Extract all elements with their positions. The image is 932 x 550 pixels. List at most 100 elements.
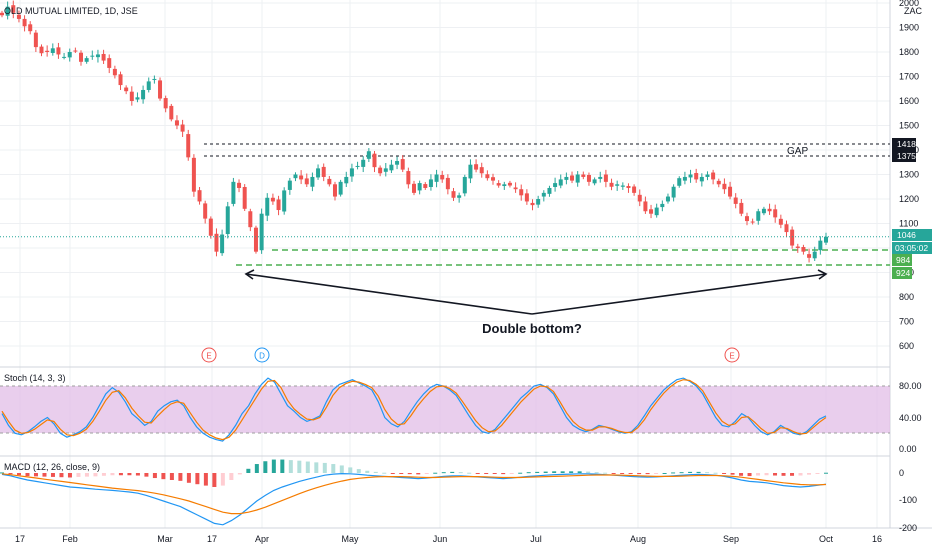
macd-histogram-bar <box>764 473 769 476</box>
price-tag-last <box>892 229 932 241</box>
macd-histogram-bar <box>807 473 812 475</box>
candle <box>28 21 33 35</box>
stoch-tick-label: 80.00 <box>899 381 922 391</box>
macd-histogram-bar <box>671 472 676 474</box>
candle <box>287 177 292 195</box>
macd-histogram-bar <box>322 462 327 473</box>
candle <box>79 50 84 66</box>
macd-histogram-bar <box>93 473 98 477</box>
macd-histogram-bar <box>662 473 667 474</box>
time-tick-label: Mar <box>157 534 173 544</box>
macd-histogram-bar <box>739 473 744 476</box>
candle <box>276 195 281 216</box>
candle <box>304 173 309 187</box>
time-axis[interactable]: 17 Feb Mar 17 Apr May Jun Jul Aug Sep Oct 16 <box>15 534 882 544</box>
candle <box>592 177 597 186</box>
event-markers: E D E <box>201 347 740 363</box>
price-tag-1418-text: 1418 <box>897 139 916 149</box>
candle <box>5 1 10 20</box>
candle <box>784 220 789 238</box>
candle <box>750 218 755 225</box>
macd-histogram-bar <box>314 462 319 473</box>
time-tick-label: 17 <box>15 534 25 544</box>
gap-label: GAP <box>787 146 808 157</box>
price-axis[interactable]: 6007008009001000110012001300140015001600… <box>899 0 922 533</box>
candle <box>440 170 445 183</box>
candle <box>468 159 473 184</box>
earnings-marker[interactable] <box>724 347 740 363</box>
candle <box>225 201 230 239</box>
candle <box>445 174 450 195</box>
macd-histogram-bar <box>339 465 344 473</box>
macd-histogram-bar <box>603 472 608 474</box>
price-tag-924 <box>892 267 912 279</box>
candle <box>824 232 828 246</box>
candle <box>265 193 270 222</box>
macd-histogram-bar <box>577 471 582 473</box>
stoch-series <box>1 379 827 441</box>
price-tick-label: 1700 <box>899 72 919 82</box>
macd-histogram-bar <box>110 473 115 476</box>
macd-histogram-bar <box>212 473 217 487</box>
candle <box>570 171 575 184</box>
macd-histogram-bar <box>756 473 761 476</box>
macd-histogram-bar <box>161 473 166 480</box>
candle <box>16 10 21 23</box>
candle <box>107 54 112 74</box>
candle <box>45 45 50 57</box>
price-tag-1375-text: 1375 <box>897 151 916 161</box>
macd-histogram-bar <box>790 473 795 476</box>
macd-histogram-bar <box>254 464 259 473</box>
candle <box>310 172 315 192</box>
candle <box>383 162 388 177</box>
price-tags: 1418 1375 1046 03:05:02 984 924 <box>892 138 932 279</box>
time-tick-label: 16 <box>872 534 882 544</box>
macd-histogram-bar <box>467 472 472 474</box>
dividend-marker[interactable] <box>254 347 270 363</box>
chart-title: OLD MUTUAL LIMITED, 1D, JSE <box>4 6 138 16</box>
macd-histogram-bar <box>152 473 157 479</box>
candle <box>395 156 400 170</box>
macd-histogram-bar <box>688 471 693 473</box>
candle <box>524 189 529 205</box>
macd-histogram-bar <box>654 473 659 474</box>
macd-histogram-bar <box>705 472 710 474</box>
candle <box>694 168 699 183</box>
macd-histogram-bar <box>781 473 786 476</box>
candle <box>711 169 716 185</box>
price-tick-label: 1300 <box>899 170 919 180</box>
candle <box>259 208 264 254</box>
macd-histogram-bar <box>569 471 574 473</box>
price-tick-label: 1100 <box>899 219 918 229</box>
macd-histogram-bar <box>722 473 727 474</box>
macd-histogram-bar <box>195 473 200 485</box>
macd-histogram-bar <box>560 471 565 473</box>
candle <box>73 47 78 53</box>
candle <box>158 77 163 101</box>
candle <box>378 165 383 177</box>
macd-histogram-bar <box>365 470 370 473</box>
macd-histogram-bar <box>450 471 455 473</box>
macd-histogram-bar <box>373 471 378 473</box>
candle <box>575 171 580 187</box>
price-tag-984-text: 984 <box>896 255 910 265</box>
macd-histogram-bar <box>824 472 828 474</box>
candle <box>733 193 738 209</box>
candle <box>152 75 157 84</box>
candle <box>423 182 428 190</box>
candle <box>282 187 287 215</box>
stoch-lines <box>1 377 827 442</box>
candle <box>124 85 129 95</box>
macd-histogram-bar <box>407 473 412 475</box>
candle <box>332 181 337 201</box>
macd-histogram-bar <box>118 473 123 476</box>
macd-histogram-bar <box>76 473 81 477</box>
candle <box>412 180 416 196</box>
candle <box>564 172 569 185</box>
macd-histogram-bar <box>815 473 820 474</box>
candle <box>722 178 727 194</box>
candle <box>773 204 778 223</box>
macd-histogram-bar <box>263 461 268 473</box>
earnings-marker[interactable] <box>201 347 217 363</box>
candle <box>434 169 439 188</box>
